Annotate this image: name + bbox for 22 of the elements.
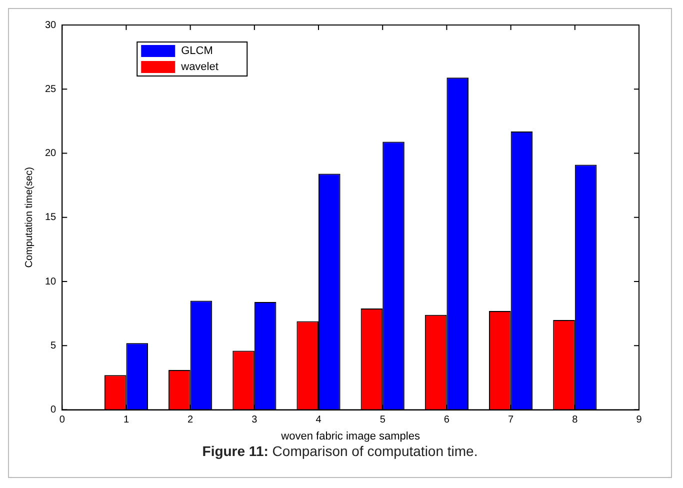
y-axis-title: Computation time(sec) xyxy=(24,167,35,268)
x-tick-label: 9 xyxy=(636,414,642,426)
x-tick-label: 0 xyxy=(59,414,66,426)
x-tick-label: 1 xyxy=(123,414,130,426)
x-tick-label: 2 xyxy=(188,414,194,426)
x-axis-title: woven fabric image samples xyxy=(280,430,420,442)
x-tick-label: 3 xyxy=(252,414,258,426)
x-tick-label: 6 xyxy=(444,414,450,426)
y-tick-label: 10 xyxy=(45,276,57,288)
y-tick-label: 30 xyxy=(45,20,57,31)
x-tick-label: 4 xyxy=(316,414,322,426)
y-tick-label: 5 xyxy=(50,340,57,352)
x-tick-label: 8 xyxy=(572,414,578,426)
caption: Figure 11: Comparison of computation time. xyxy=(202,443,478,459)
y-tick-label: 25 xyxy=(45,84,57,95)
x-tick-label: 7 xyxy=(508,414,514,426)
y-tick-label: 15 xyxy=(45,212,57,224)
x-tick-label: 5 xyxy=(380,414,386,426)
y-tick-label: 0 xyxy=(50,404,57,416)
y-tick-label: 20 xyxy=(45,148,57,160)
legend-label: GLCM xyxy=(181,45,213,58)
legend-label: wavelet xyxy=(180,61,218,74)
